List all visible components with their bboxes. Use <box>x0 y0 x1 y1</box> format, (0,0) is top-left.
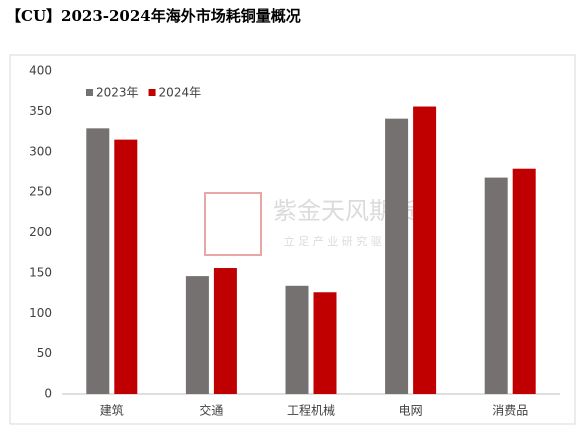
bar <box>512 168 536 394</box>
y-tick-label: 350 <box>29 104 52 118</box>
bar <box>213 268 237 394</box>
bar <box>385 118 409 394</box>
legend-swatch <box>86 89 93 96</box>
x-tick-label: 消费品 <box>492 404 528 418</box>
y-tick-label: 250 <box>29 185 52 199</box>
y-tick-label: 300 <box>29 144 52 158</box>
legend-label: 2023年 <box>96 86 139 100</box>
x-tick-label: 电网 <box>399 404 423 418</box>
x-tick-label: 工程机械 <box>287 403 335 418</box>
bar <box>413 106 437 394</box>
y-tick-label: 400 <box>29 64 52 78</box>
legend-label: 2024年 <box>159 86 202 100</box>
bar <box>285 285 309 394</box>
chart-frame <box>9 54 576 425</box>
y-tick-label: 150 <box>29 265 52 279</box>
bar <box>313 292 337 394</box>
chart-title: 【CU】2023-2024年海外市场耗铜量概况 <box>6 7 301 25</box>
y-tick-label: 0 <box>44 387 52 401</box>
watermark-logo <box>204 192 262 256</box>
bar <box>185 276 209 394</box>
bar <box>114 139 138 394</box>
x-tick-label: 建筑 <box>100 403 124 418</box>
legend-swatch <box>148 89 156 96</box>
bar <box>484 177 508 394</box>
watermark-slogan: 立 足 产 业 研 究 驱 动 <box>284 234 396 248</box>
y-tick-label: 200 <box>29 225 52 239</box>
y-tick-label: 50 <box>37 346 52 360</box>
bar <box>86 128 110 394</box>
y-tick-label: 100 <box>29 306 52 320</box>
x-tick-label: 交通 <box>199 403 223 418</box>
